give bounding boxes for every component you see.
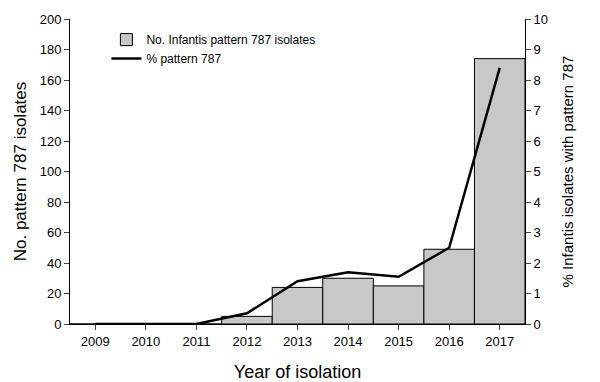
svg-text:160: 160 — [40, 73, 62, 88]
svg-text:Year of isolation: Year of isolation — [234, 362, 361, 382]
svg-text:2014: 2014 — [334, 334, 363, 349]
svg-text:2013: 2013 — [283, 334, 312, 349]
svg-text:2009: 2009 — [81, 334, 110, 349]
svg-text:7: 7 — [534, 103, 541, 118]
svg-text:180: 180 — [40, 42, 62, 57]
svg-text:2017: 2017 — [485, 334, 514, 349]
svg-text:0: 0 — [54, 317, 61, 332]
svg-text:9: 9 — [534, 42, 541, 57]
svg-text:80: 80 — [47, 195, 61, 210]
svg-text:2011: 2011 — [182, 334, 210, 349]
svg-text:200: 200 — [40, 12, 62, 27]
svg-text:100: 100 — [40, 164, 62, 179]
svg-text:6: 6 — [534, 134, 541, 149]
svg-text:% Infantis isolates with patte: % Infantis isolates with pattern 787 — [559, 56, 576, 288]
svg-text:0: 0 — [534, 317, 541, 332]
svg-text:20: 20 — [47, 286, 61, 301]
svg-text:% pattern 787: % pattern 787 — [146, 52, 221, 66]
svg-text:140: 140 — [40, 103, 62, 118]
svg-text:4: 4 — [534, 195, 541, 210]
svg-text:2015: 2015 — [384, 334, 413, 349]
svg-text:No. pattern 787 isolates: No. pattern 787 isolates — [11, 82, 30, 262]
svg-text:2016: 2016 — [435, 334, 464, 349]
svg-text:2: 2 — [534, 256, 541, 271]
svg-text:2010: 2010 — [131, 334, 160, 349]
svg-text:3: 3 — [534, 225, 541, 240]
svg-text:8: 8 — [534, 73, 541, 88]
svg-text:2012: 2012 — [232, 334, 261, 349]
svg-text:5: 5 — [534, 164, 541, 179]
svg-text:60: 60 — [47, 225, 61, 240]
svg-text:120: 120 — [40, 134, 62, 149]
svg-text:1: 1 — [534, 286, 541, 301]
svg-text:No. Infantis pattern 787 isola: No. Infantis pattern 787 isolates — [146, 33, 315, 47]
svg-text:40: 40 — [47, 256, 61, 271]
svg-text:10: 10 — [534, 12, 548, 27]
